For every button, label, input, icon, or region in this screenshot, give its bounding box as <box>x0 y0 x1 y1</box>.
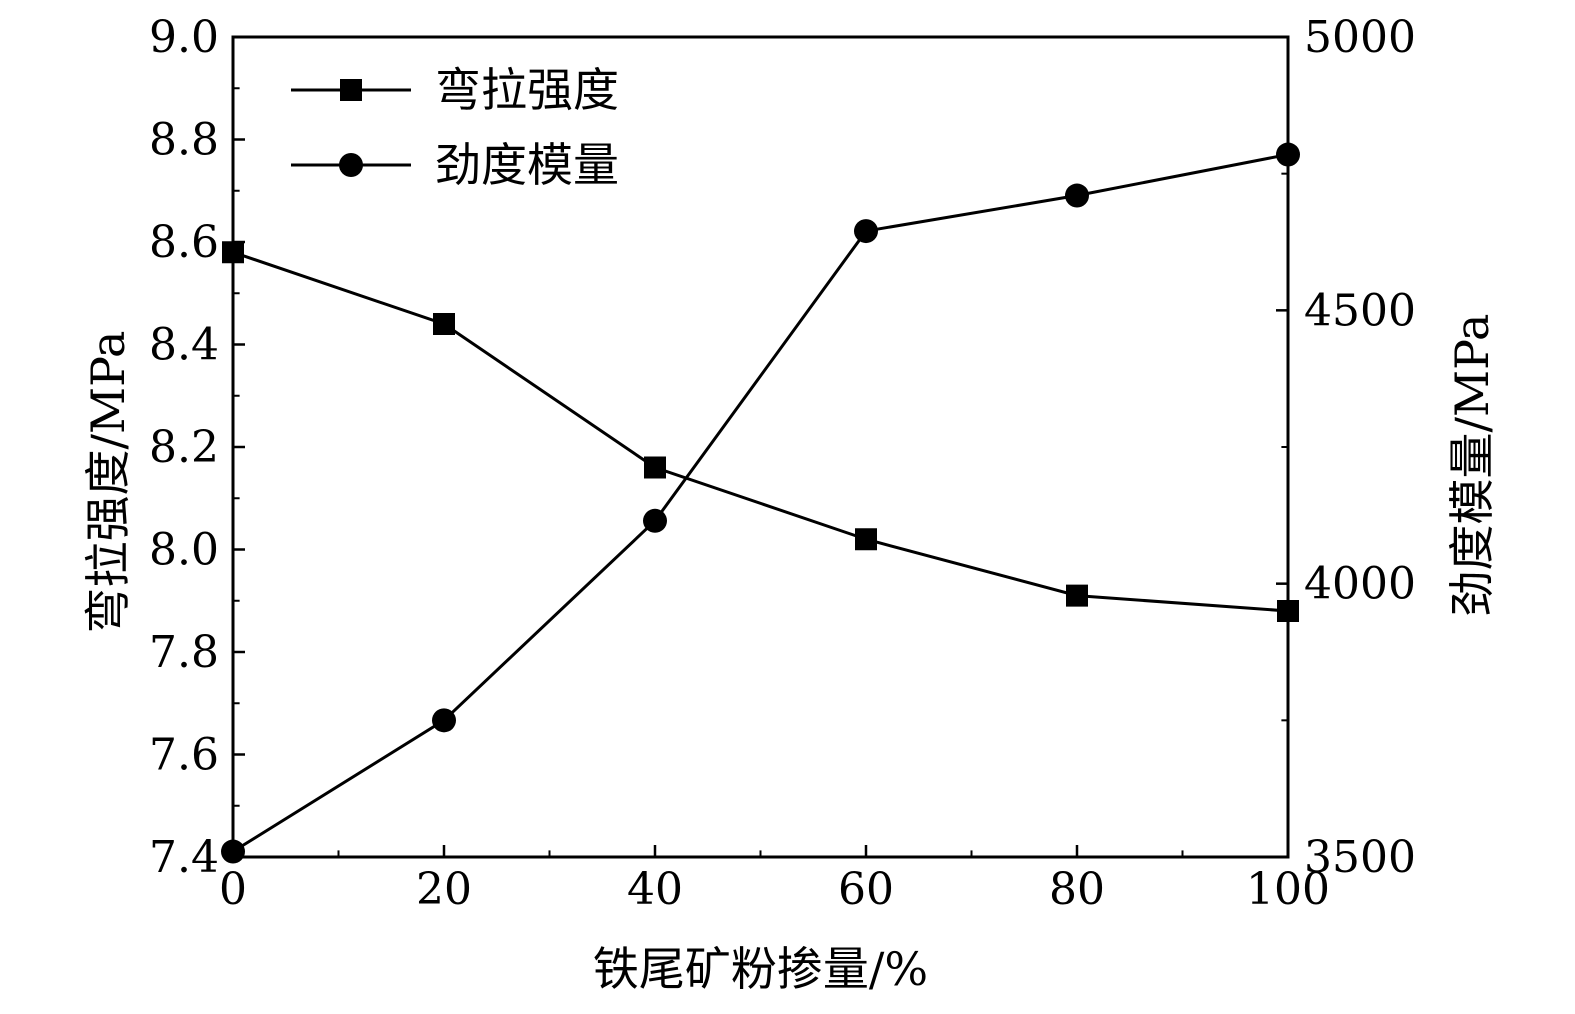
left-y-tick-label: 8.8 <box>149 115 219 166</box>
x-tick-label: 60 <box>838 864 894 915</box>
left-y-tick-label: 8.4 <box>149 320 219 371</box>
right-y-tick-label: 3500 <box>1304 832 1416 883</box>
x-tick-label: 0 <box>219 864 247 915</box>
stiffness-modulus-point <box>643 508 667 533</box>
stiffness-modulus-point <box>1065 183 1089 208</box>
right-y-tick-label: 4500 <box>1304 285 1416 336</box>
right-y-tick-label: 4000 <box>1304 559 1416 610</box>
x-tick-label: 20 <box>416 864 472 915</box>
left-y-axis-label: 弯拉强度/MPa <box>81 331 135 634</box>
flexural-strength-point <box>644 456 666 479</box>
left-y-tick-label: 7.4 <box>149 832 219 883</box>
plot-frame <box>231 35 1290 859</box>
left-y-tick-label: 7.8 <box>149 627 219 678</box>
flexural-strength-point <box>433 313 455 335</box>
flexural-strength-point <box>1066 584 1088 607</box>
flexural-strength-line <box>232 250 1289 613</box>
right-y-axis-label: 劲度模量/MPa <box>1445 314 1499 617</box>
legend-stiffness-modulus-marker <box>339 153 363 177</box>
stiffness-modulus-line <box>232 153 1289 853</box>
left-y-tick-label: 8.2 <box>149 422 219 473</box>
right-y-tick-label: 5000 <box>1304 12 1416 63</box>
axes-layer: 0 20 40 60 80 100 7.4 7.6 7.8 8.0 8.2 8.4 8.6 8.8 9.0 3… <box>149 12 1416 915</box>
flexural-strength-point <box>855 528 877 551</box>
legend-flexural-strength-marker <box>340 79 362 101</box>
x-tick-label: 100 <box>1246 864 1330 915</box>
stiffness-modulus-point <box>432 708 456 733</box>
x-tick-label: 40 <box>627 864 683 915</box>
flexural-strength-point <box>222 241 244 264</box>
left-y-tick-label: 8.0 <box>149 525 219 576</box>
stiffness-modulus-point <box>1276 142 1300 167</box>
legend-flexural-strength-label: 弯拉强度 <box>435 63 619 117</box>
left-y-tick-label: 9.0 <box>149 12 219 63</box>
x-tick-label: 80 <box>1049 864 1105 915</box>
left-y-tick-label: 8.6 <box>149 217 219 268</box>
x-axis-label: 铁尾矿粉掺量/% <box>593 942 928 996</box>
left-y-tick-label: 7.6 <box>149 730 219 781</box>
legend-stiffness-modulus-label: 劲度模量 <box>435 138 619 192</box>
stiffness-modulus-point <box>221 839 245 864</box>
series-layer <box>221 142 1300 864</box>
stiffness-modulus-point <box>854 219 878 244</box>
flexural-strength-point <box>1277 600 1299 622</box>
